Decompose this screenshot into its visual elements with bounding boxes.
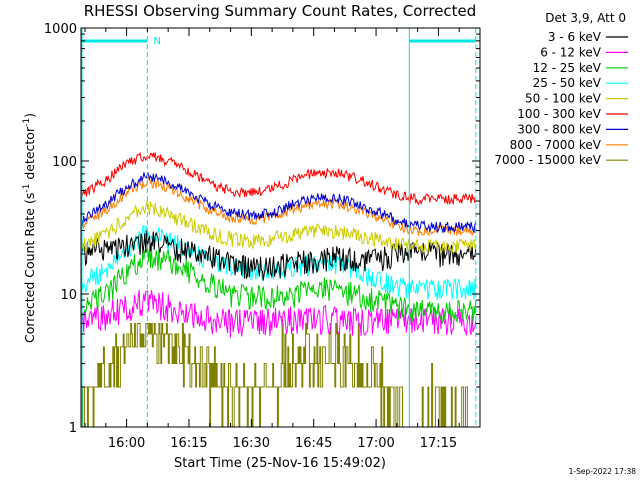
legend-label: 25 - 50 keV (533, 76, 602, 90)
x-tick-label: 17:00 (357, 436, 394, 451)
series-line-3 (80, 224, 477, 300)
x-tick-label: 16:45 (295, 436, 332, 451)
legend-label: 100 - 300 keV (517, 107, 601, 121)
legend-header: Det 3,9, Att 0 (545, 11, 626, 25)
x-tick-label: 17:15 (420, 436, 457, 451)
y-tick-label: 1 (69, 421, 77, 436)
series-line-4 (80, 200, 477, 254)
y-axis-label-end: ) (22, 113, 37, 118)
y-tick-label: 1000 (44, 22, 77, 37)
legend-label: 3 - 6 keV (548, 30, 602, 44)
series-line-6 (80, 171, 477, 234)
y-axis-label-sup1: -1 (22, 184, 32, 193)
plot-series-group (80, 151, 477, 428)
legend-label: 50 - 100 keV (525, 92, 602, 106)
legend-label: 6 - 12 keV (540, 45, 602, 59)
y-tick-label: 100 (52, 155, 77, 170)
plot-annotations-group: N (81, 28, 477, 427)
chart-title: RHESSI Observing Summary Count Rates, Co… (84, 2, 477, 20)
y-axis-label-main: Corrected Count Rate (s (22, 193, 37, 343)
y-axis: 1 10 100 1000 (44, 22, 480, 436)
legend-label: 800 - 7000 keV (510, 138, 602, 152)
plot-frame (80, 27, 481, 428)
y-axis-label: Corrected Count Rate (s-1 detector-1) (22, 113, 37, 343)
y-tick-label: 10 (60, 288, 77, 303)
footer-timestamp: 1-Sep-2022 17:38 (569, 467, 637, 476)
legend-label: 7000 - 15000 keV (494, 153, 601, 167)
legend-label: 12 - 25 keV (533, 61, 602, 75)
series-line-2 (80, 244, 477, 324)
y-axis-label-sup2: -1 (22, 118, 32, 127)
series-line-5 (80, 151, 477, 206)
x-tick-label: 16:30 (233, 436, 270, 451)
x-axis: 16:00 16:15 16:30 16:45 17:00 17:15 (84, 28, 481, 451)
series-line-8 (80, 323, 476, 428)
x-tick-label: 16:00 (108, 436, 145, 451)
y-axis-label-mid: detector (22, 126, 37, 184)
night-marker-label: N (153, 36, 160, 47)
series-line-1 (80, 289, 477, 338)
legend-label: 300 - 800 keV (517, 122, 601, 136)
x-axis-label: Start Time (25-Nov-16 15:49:02) (174, 456, 386, 471)
x-tick-label: 16:15 (170, 436, 207, 451)
